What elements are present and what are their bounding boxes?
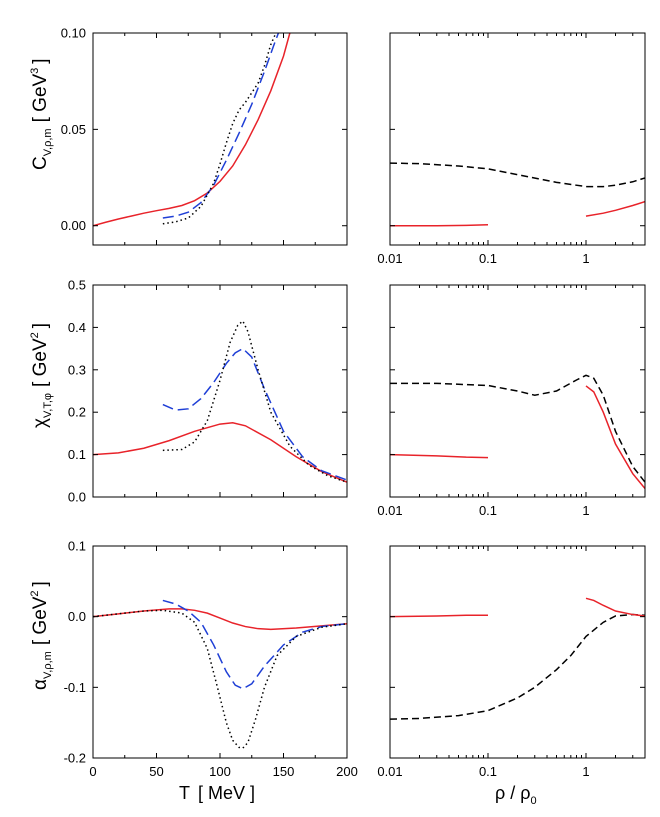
series-chi_vs_rho-red-high: [585, 385, 645, 489]
ylabel-alpha-unit: [ GeV: [30, 596, 51, 645]
ylabel-alpha-main: α: [30, 679, 51, 690]
ylabel-chi-sub: V,T,φ: [42, 393, 54, 418]
series-alpha_vs_rho-red-low: [390, 614, 488, 618]
xlabel-T-main: T: [179, 783, 190, 803]
xtick-label: 100: [209, 764, 231, 779]
series-c_vs_rho-black-dashed: [390, 162, 645, 188]
ylabel-c-main: C: [30, 156, 51, 170]
ytick-label: 0.3: [68, 362, 86, 377]
panel-alpha_vs_T: -0.2 -0.1 0.0 0.1 0 50 100 150 200: [64, 539, 358, 780]
xlabel-T-unit: [ MeV ]: [198, 783, 255, 803]
frame-c_vs_rho: [389, 32, 646, 246]
xtick-label: 0.01: [377, 503, 402, 518]
xtick-label: 0.1: [479, 251, 497, 266]
ytick-label: 0.2: [68, 405, 86, 420]
series-c_vs_T-red-solid: [93, 33, 291, 227]
ylabel-chi-unit: [ GeV: [30, 338, 51, 387]
ytick-label: -0.2: [64, 751, 86, 766]
ylabel-alpha-sub: V,ρ,m: [42, 651, 54, 679]
series-chi_vs_T-black-dotted: [162, 319, 347, 483]
ylabel-c-close: ]: [30, 58, 51, 63]
series-alpha_vs_T-black-dotted: [93, 609, 347, 749]
ytick-label: -0.1: [64, 680, 86, 695]
ylabel-c-sub: V,ρ,m: [42, 128, 54, 156]
ylabel-c-sup: 3: [29, 68, 41, 74]
ylabel-chi-sup: 2: [29, 332, 41, 338]
panel-chi_vs_T: 0.0 0.1 0.2 0.3 0.4 0.5: [68, 278, 348, 505]
xtick-label: 50: [149, 764, 163, 779]
series-alpha_vs_T-red-solid: [93, 608, 347, 631]
series-chi_vs_T-red-solid: [93, 422, 347, 483]
ylabel-c-unit: [ GeV: [30, 73, 51, 122]
series-c_vs_T-blue-dashed: [162, 33, 280, 219]
xlabel-rho-sub: 0: [530, 795, 536, 807]
xtick-label: 0.01: [377, 251, 402, 266]
series-chi_vs_rho-black-dashed: [390, 374, 645, 483]
series-alpha_vs_rho-red-high: [585, 597, 645, 617]
xtick-label: 1: [582, 251, 589, 266]
xtick-label: 0: [89, 764, 96, 779]
panel-chi_vs_rho: 0.01 0.1 1: [377, 284, 646, 518]
ylabel-c: CV,ρ,m [ GeV3]: [29, 58, 54, 170]
panel-alpha_vs_rho: 0.01 0.1 1: [377, 545, 646, 779]
frame-chi_vs_rho: [389, 284, 646, 498]
xtick-label: 0.1: [479, 764, 497, 779]
ytick-label: 0.0: [68, 609, 86, 624]
panels-layer: 0.000.050.100.01 0.1 10.00.10.20.30.40.50.…: [61, 26, 646, 780]
series-alpha_vs_rho-black-dashed: [390, 613, 645, 720]
series-c_vs_rho-red-high: [585, 200, 645, 217]
xlabel-rho: ρ / ρ0: [495, 783, 537, 807]
series-chi_vs_T-blue-dashed: [162, 347, 347, 481]
frame-c_vs_T: [92, 32, 348, 246]
ylabel-chi-close: ]: [30, 323, 51, 328]
series-c_vs_rho-red-low: [390, 224, 489, 227]
frame-chi_vs_T: [92, 284, 348, 498]
ylabel-alpha: αV,ρ,m [ GeV2]: [29, 581, 54, 690]
xtick-label: 1: [582, 764, 589, 779]
xtick-label: 1: [582, 503, 589, 518]
ytick-label: 0.5: [68, 278, 86, 293]
frame-alpha_vs_rho: [389, 545, 646, 759]
ytick-label: 0.4: [68, 320, 86, 335]
series-alpha_vs_T-blue-dashed: [162, 599, 347, 690]
panel-c_vs_rho: 0.01 0.1 1: [377, 32, 646, 266]
ytick-label: 0.0: [68, 490, 86, 505]
frame-alpha_vs_T: [92, 545, 348, 759]
ylabel-alpha-sup: 2: [29, 590, 41, 596]
xtick-label: 0.1: [479, 503, 497, 518]
ytick-label: 0.05: [61, 122, 86, 137]
ytick-label: 0.10: [61, 26, 86, 41]
xlabel-rho-main: ρ / ρ: [495, 783, 530, 803]
ytick-label: 0.1: [68, 539, 86, 554]
xtick-label: 150: [273, 764, 295, 779]
series-c_vs_T-black-dotted: [162, 33, 277, 225]
ylabel-chi: χV,T,φ [ GeV2]: [29, 323, 54, 428]
ytick-label: 0.00: [61, 218, 86, 233]
ylabel-alpha-close: ]: [30, 581, 51, 586]
series-chi_vs_rho-red-low: [390, 453, 489, 459]
xlabel-T: T [ MeV ]: [179, 783, 255, 803]
ylabel-chi-main: χ: [30, 418, 51, 428]
xtick-label: 200: [336, 764, 358, 779]
xtick-label: 0.01: [377, 764, 402, 779]
panel-c_vs_T: 0.00 0.05 0.10: [61, 26, 348, 246]
ytick-label: 0.1: [68, 447, 86, 462]
